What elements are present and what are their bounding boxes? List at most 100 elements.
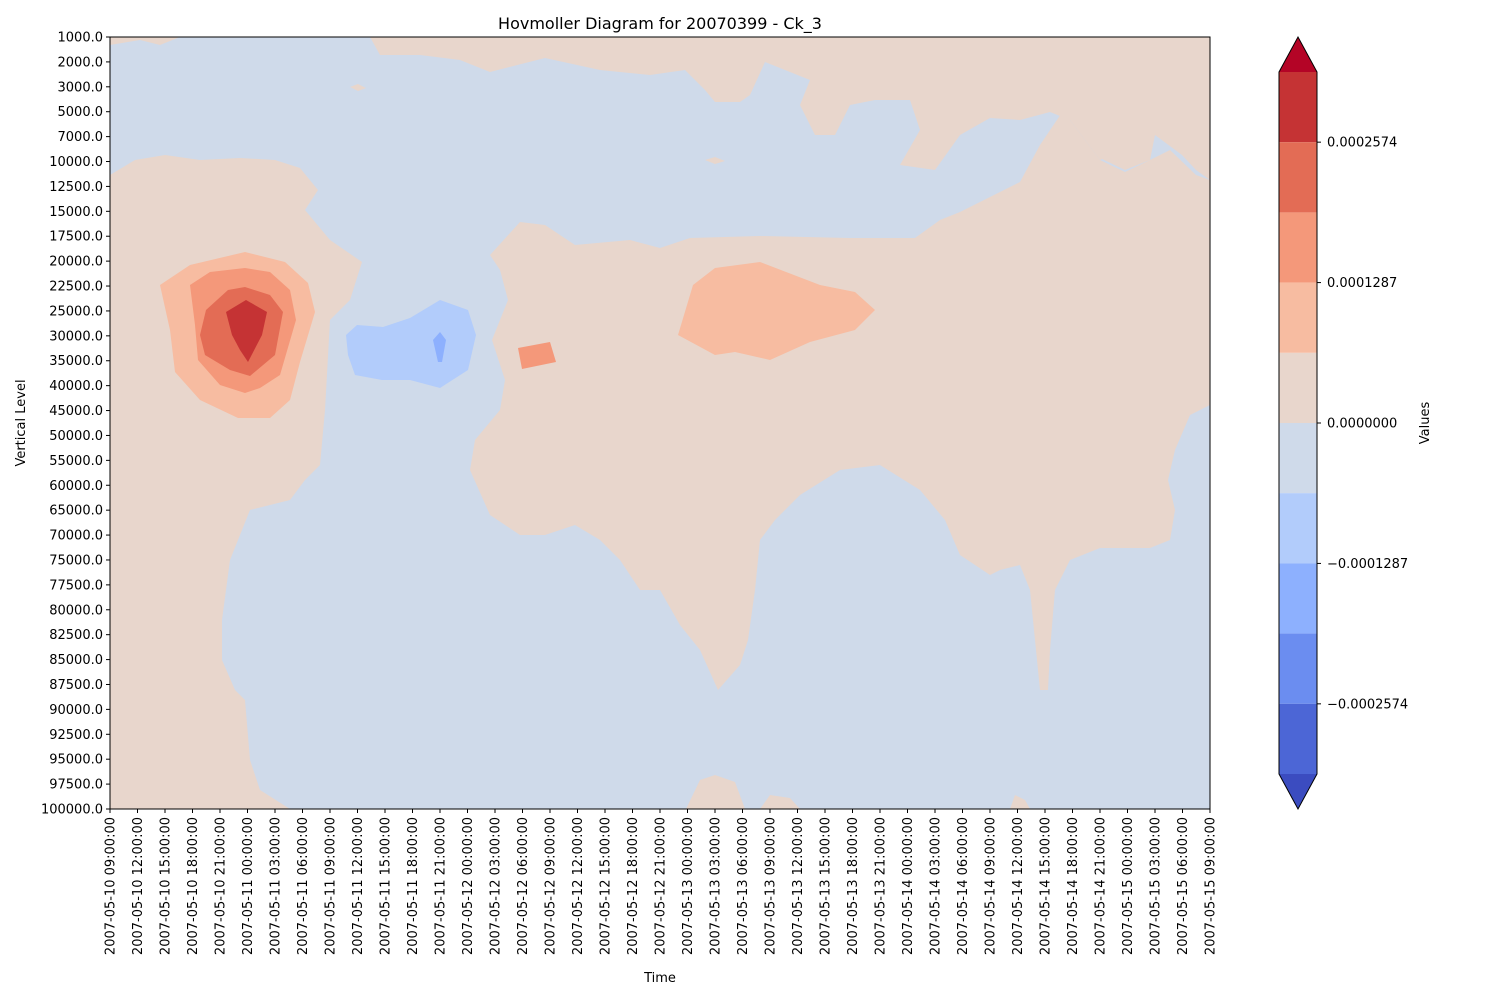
x-tick-label: 2007-05-10 21:00:00 <box>214 817 229 955</box>
colorbar-bin <box>1279 282 1317 353</box>
y-tick-label: 15000.0 <box>49 205 103 220</box>
x-tick-label: 2007-05-13 15:00:00 <box>819 817 834 955</box>
colorbar-bin <box>1279 72 1317 143</box>
x-tick-label: 2007-05-13 06:00:00 <box>736 817 751 955</box>
colorbar-extend-min <box>1279 774 1317 809</box>
x-tick-label: 2007-05-10 18:00:00 <box>186 817 201 955</box>
x-tick-label: 2007-05-14 06:00:00 <box>956 817 971 955</box>
contour-pos-light-small <box>518 342 556 369</box>
x-tick-label: 2007-05-14 00:00:00 <box>901 817 916 955</box>
x-tick-label: 2007-05-11 09:00:00 <box>324 817 339 955</box>
colorbar-label: Values <box>1418 402 1433 445</box>
x-tick-label: 2007-05-12 00:00:00 <box>461 817 476 955</box>
colorbar-tick-label: 0.0000000 <box>1327 417 1397 432</box>
y-tick-label: 45000.0 <box>49 404 103 419</box>
y-tick-label: 30000.0 <box>49 329 103 344</box>
colorbar-bin <box>1279 633 1317 704</box>
y-tick-label: 1000.0 <box>58 31 104 46</box>
x-tick-label: 2007-05-10 15:00:00 <box>159 817 174 955</box>
x-tick-label: 2007-05-14 12:00:00 <box>1011 817 1026 955</box>
x-tick-label: 2007-05-13 21:00:00 <box>874 817 889 955</box>
y-tick-label: 55000.0 <box>49 454 103 469</box>
y-tick-label: 7000.0 <box>58 130 104 145</box>
y-tick-label: 3000.0 <box>58 80 104 95</box>
y-tick-label: 12500.0 <box>49 180 103 195</box>
y-tick-label: 2000.0 <box>58 55 104 70</box>
x-tick-label: 2007-05-13 18:00:00 <box>846 817 861 955</box>
colorbar-tick-label: 0.0002574 <box>1327 136 1397 151</box>
x-tick-label: 2007-05-11 18:00:00 <box>406 817 421 955</box>
colorbar-extend-max <box>1279 37 1317 72</box>
colorbar-tick-label: −0.0002574 <box>1327 697 1408 712</box>
colorbar-bin <box>1279 703 1317 774</box>
x-axis: 2007-05-10 09:00:00 2007-05-10 12:00:00 20… <box>104 809 1219 955</box>
x-tick-label: 2007-05-13 00:00:00 <box>681 817 696 955</box>
x-tick-label: 2007-05-11 21:00:00 <box>434 817 449 955</box>
y-tick-label: 70000.0 <box>49 529 103 544</box>
x-tick-label: 2007-05-12 06:00:00 <box>516 817 531 955</box>
y-tick-label: 35000.0 <box>49 354 103 369</box>
y-tick-label: 100000.0 <box>41 803 103 818</box>
x-tick-label: 2007-05-11 12:00:00 <box>351 817 366 955</box>
colorbar-outline <box>1278 35 1318 811</box>
colorbar-tick-label: 0.0001287 <box>1327 276 1397 291</box>
y-tick-label: 5000.0 <box>58 105 104 120</box>
contour-pos-weak-top <box>110 37 1210 180</box>
x-tick-label: 2007-05-13 12:00:00 <box>791 817 806 955</box>
y-tick-label: 87500.0 <box>49 678 103 693</box>
y-tick-label: 22500.0 <box>49 280 103 295</box>
y-tick-label: 25000.0 <box>49 304 103 319</box>
contour-pos-peak <box>226 300 267 362</box>
x-tick-label: 2007-05-13 03:00:00 <box>709 817 724 955</box>
x-tick-label: 2007-05-15 06:00:00 <box>1176 817 1191 955</box>
colorbar-bin <box>1279 493 1317 564</box>
contour-pos-weak-bottom <box>686 775 1030 809</box>
y-tick-label: 60000.0 <box>49 479 103 494</box>
y-tick-label: 85000.0 <box>49 653 103 668</box>
y-tick-label: 50000.0 <box>49 429 103 444</box>
x-tick-label: 2007-05-15 09:00:00 <box>1204 817 1219 955</box>
plot-area <box>110 37 1210 809</box>
y-tick-label: 77500.0 <box>49 578 103 593</box>
x-tick-label: 2007-05-15 03:00:00 <box>1149 817 1164 955</box>
chart-title: Hovmoller Diagram for 20070399 - Ck_3 <box>498 14 822 34</box>
colorbar-bin <box>1279 142 1317 213</box>
y-tick-label: 82500.0 <box>49 628 103 643</box>
contour-pos-light-center <box>678 262 875 360</box>
y-axis: 1000.0 2000.0 3000.0 5000.0 7000.0 10000.0 125… <box>41 31 110 818</box>
x-tick-label: 2007-05-10 09:00:00 <box>104 817 119 955</box>
y-tick-label: 65000.0 <box>49 504 103 519</box>
colorbar-bin <box>1279 423 1317 494</box>
colorbar: 0.0002574 0.0001287 0.0000000 −0.0001287 −0.… <box>1278 35 1408 811</box>
contour-neg-moderate <box>433 332 446 362</box>
y-tick-label: 92500.0 <box>49 728 103 743</box>
y-axis-label: Vertical Level <box>14 379 29 466</box>
x-tick-label: 2007-05-15 00:00:00 <box>1121 817 1136 955</box>
x-tick-label: 2007-05-12 09:00:00 <box>544 817 559 955</box>
x-tick-label: 2007-05-11 03:00:00 <box>269 817 284 955</box>
x-axis-label: Time <box>643 971 676 986</box>
colorbar-bin <box>1279 212 1317 283</box>
x-tick-label: 2007-05-10 12:00:00 <box>131 817 146 955</box>
x-tick-label: 2007-05-12 15:00:00 <box>599 817 614 955</box>
y-tick-label: 10000.0 <box>49 155 103 170</box>
y-tick-label: 40000.0 <box>49 379 103 394</box>
contour-neg-light <box>346 300 476 388</box>
colorbar-bin <box>1279 352 1317 423</box>
x-tick-label: 2007-05-12 18:00:00 <box>626 817 641 955</box>
x-tick-label: 2007-05-12 12:00:00 <box>571 817 586 955</box>
x-tick-label: 2007-05-11 15:00:00 <box>379 817 394 955</box>
colorbar-tick-label: −0.0001287 <box>1327 557 1408 572</box>
x-tick-label: 2007-05-11 00:00:00 <box>241 817 256 955</box>
y-tick-label: 75000.0 <box>49 553 103 568</box>
y-tick-label: 80000.0 <box>49 603 103 618</box>
x-tick-label: 2007-05-12 03:00:00 <box>489 817 504 955</box>
y-tick-label: 17500.0 <box>49 230 103 245</box>
y-tick-label: 90000.0 <box>49 703 103 718</box>
x-tick-label: 2007-05-14 09:00:00 <box>984 817 999 955</box>
y-tick-label: 20000.0 <box>49 255 103 270</box>
x-tick-label: 2007-05-14 18:00:00 <box>1066 817 1081 955</box>
y-tick-label: 97500.0 <box>49 778 103 793</box>
x-tick-label: 2007-05-14 03:00:00 <box>929 817 944 955</box>
